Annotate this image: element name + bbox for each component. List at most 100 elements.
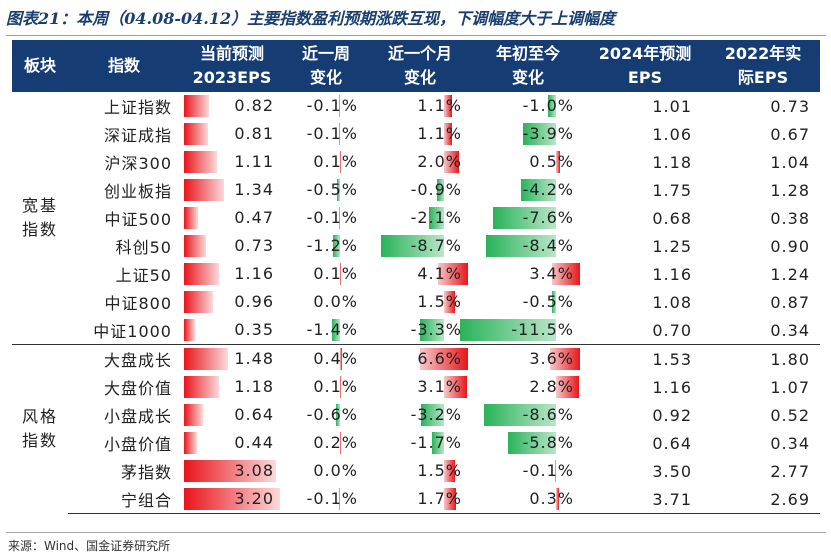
- week-change-cell: 0.1%: [284, 148, 368, 176]
- eps2023-cell: 0.81: [180, 120, 284, 148]
- month-change-value: 1.5%: [417, 461, 462, 480]
- week-change-value: -0.1%: [306, 489, 358, 508]
- eps2023-cell: 1.34: [180, 176, 284, 204]
- ytd-change-bar: [460, 319, 556, 341]
- table-row: 中证500 0.47 -0.1% -2.1% -7.6% 0.68 0.38: [12, 204, 820, 232]
- ytd-change-cell: 0.3%: [472, 485, 584, 514]
- ytd-change-value: -1.0%: [522, 96, 574, 115]
- eps2023-wrap: 1.48: [184, 347, 280, 371]
- table-header: 板块 指数 当前预测 2023EPS 近一周 变化 近一个月 变化 年初至今 变化 20…: [12, 40, 820, 92]
- ytd-change-value: 3.4%: [529, 264, 574, 283]
- week-change-bar: [340, 432, 342, 454]
- month-change-bar: [428, 207, 444, 229]
- month-change-cell: 4.1%: [368, 260, 472, 288]
- eps2024-value: 3.71: [584, 485, 706, 514]
- index-name: 沪深300: [104, 154, 172, 173]
- week-change-wrap: 0.2%: [288, 431, 364, 455]
- eps2023-bar: [184, 151, 218, 173]
- month-change-value: -2.1%: [410, 208, 462, 227]
- week-change-bar: [339, 95, 340, 117]
- week-change-cell: 0.0%: [284, 457, 368, 485]
- ytd-change-wrap: 2.8%: [476, 375, 580, 399]
- eps2022-value: 1.24: [770, 264, 810, 284]
- eps-table: 板块 指数 当前预测 2023EPS 近一周 变化 近一个月 变化 年初至今 变化 20…: [12, 40, 820, 514]
- ytd-change-cell: -7.6%: [472, 204, 584, 232]
- month-change-wrap: 2.0%: [372, 150, 468, 174]
- month-change-wrap: -3.3%: [372, 318, 468, 342]
- eps2023-wrap: 0.82: [184, 94, 280, 118]
- table-body: 宽基 指数 上证指数 0.82 -0.1% 1.1% -1.0% 1.01 0.73 深证成指 0.…: [12, 92, 820, 514]
- ytd-change-value: -3.9%: [522, 124, 574, 143]
- eps2024-value: 1.53: [584, 344, 706, 373]
- month-change-wrap: 4.1%: [372, 262, 468, 286]
- chart-title: 图表21：本周（04.08-04.12）主要指数盈利预期涨跌互现，下调幅度大于上…: [6, 9, 616, 28]
- week-change-wrap: -1.2%: [288, 234, 364, 258]
- week-change-value: -0.1%: [306, 124, 358, 143]
- week-change-value: -0.5%: [306, 180, 358, 199]
- week-change-wrap: -0.5%: [288, 178, 364, 202]
- month-change-wrap: 1.1%: [372, 94, 468, 118]
- ytd-change-cell: -4.2%: [472, 176, 584, 204]
- week-change-value: 0.2%: [313, 433, 358, 452]
- week-change-cell: -1.4%: [284, 316, 368, 345]
- ytd-change-wrap: 3.4%: [476, 262, 580, 286]
- ytd-change-cell: 2.8%: [472, 373, 584, 401]
- week-change-bar: [339, 207, 340, 229]
- table-row: 沪深300 1.11 0.1% 2.0% 0.5% 1.18 1.04: [12, 148, 820, 176]
- ytd-change-cell: -5.8%: [472, 429, 584, 457]
- eps2023-cell: 1.48: [180, 344, 284, 373]
- ytd-change-bar: [556, 151, 561, 173]
- eps2023-bar: [184, 404, 204, 426]
- month-change-wrap: 3.1%: [372, 375, 468, 399]
- ytd-change-cell: 3.6%: [472, 344, 584, 373]
- eps2023-cell: 0.64: [180, 401, 284, 429]
- eps2024-value: 0.64: [652, 433, 692, 453]
- month-change-value: 1.1%: [417, 124, 462, 143]
- eps2023-value: 1.34: [234, 180, 274, 199]
- ytd-change-value: 3.6%: [529, 349, 574, 368]
- month-change-wrap: 1.5%: [372, 290, 468, 314]
- eps2024-value: 1.08: [652, 292, 692, 312]
- eps2023-wrap: 0.73: [184, 234, 280, 258]
- ytd-change-bar: [556, 488, 559, 510]
- ytd-change-value: -11.5%: [511, 320, 574, 339]
- week-change-cell: 0.4%: [284, 344, 368, 373]
- eps2024-value: 1.16: [652, 264, 692, 284]
- ytd-change-bar: [551, 291, 556, 313]
- ytd-change-value: -5.8%: [522, 433, 574, 452]
- group-label-line: 指数: [21, 431, 58, 451]
- month-change-value: -3.2%: [410, 405, 462, 424]
- month-change-cell: 3.1%: [368, 373, 472, 401]
- eps2023-value: 1.48: [234, 349, 274, 368]
- eps2023-wrap: 1.18: [184, 375, 280, 399]
- header-week: 近一周 变化: [284, 40, 368, 92]
- table-row: 风格 指数 大盘成长 1.48 0.4% 6.6% 3.6% 1.53 1.80: [12, 344, 820, 514]
- eps2023-value: 0.73: [234, 236, 274, 255]
- eps2023-wrap: 0.96: [184, 290, 280, 314]
- index-name: 中证1000: [93, 322, 172, 341]
- eps2022-value: 1.04: [770, 152, 810, 172]
- month-change-value: 6.6%: [417, 349, 462, 368]
- eps2023-bar: [184, 348, 229, 370]
- eps2023-wrap: 0.35: [184, 318, 280, 342]
- week-change-cell: 0.0%: [284, 288, 368, 316]
- group-label-line: 风格: [21, 407, 58, 427]
- eps2023-cell: 1.11: [180, 148, 284, 176]
- ytd-change-cell: -8.4%: [472, 232, 584, 260]
- month-change-cell: 1.1%: [368, 120, 472, 148]
- eps2022-value: 1.80: [706, 344, 820, 373]
- table-row: 深证成指 0.81 -0.1% 1.1% -3.9% 1.06 0.67: [12, 120, 820, 148]
- month-change-bar: [444, 488, 457, 510]
- week-change-cell: 0.2%: [284, 429, 368, 457]
- ytd-change-bar: [555, 376, 580, 398]
- ytd-change-bar: [551, 263, 580, 285]
- week-change-value: -0.1%: [306, 96, 358, 115]
- month-change-value: -1.7%: [410, 433, 462, 452]
- week-change-wrap: -0.1%: [288, 206, 364, 230]
- eps2023-cell: 1.18: [180, 373, 284, 401]
- group-label: 宽基 指数: [12, 92, 68, 345]
- header-eps2022-line1: 2022年实: [724, 44, 802, 63]
- week-change-bar: [336, 404, 340, 426]
- ytd-change-wrap: -3.9%: [476, 122, 580, 146]
- eps2022-value: 0.73: [770, 96, 810, 116]
